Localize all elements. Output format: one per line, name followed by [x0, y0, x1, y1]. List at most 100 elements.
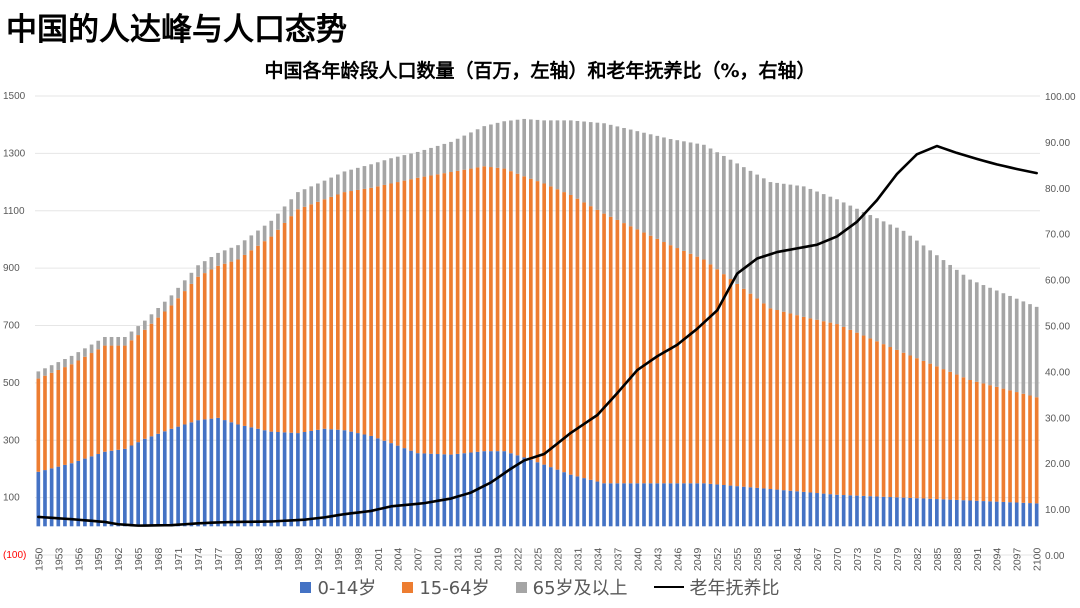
bar-segment	[628, 483, 633, 527]
bar-segment	[209, 269, 214, 419]
bar-segment	[961, 274, 966, 378]
bar-segment	[256, 230, 260, 246]
bar-segment	[595, 481, 600, 527]
bar-segment	[342, 430, 347, 527]
bar-segment	[462, 169, 467, 454]
bar-segment	[562, 192, 566, 473]
bar-segment	[542, 183, 546, 465]
bar-segment	[622, 483, 626, 527]
bar-segment	[109, 450, 114, 527]
bar-segment	[1028, 503, 1032, 527]
x-tick-label: 2028	[552, 547, 564, 571]
x-tick-label: 2004	[393, 547, 405, 571]
bar-segment	[103, 451, 107, 527]
bar-segment	[1028, 395, 1032, 504]
bar-segment	[109, 345, 114, 451]
bar-segment	[156, 308, 160, 318]
bar-segment	[848, 495, 853, 527]
bar-segment	[768, 182, 773, 309]
bar-segment	[136, 335, 140, 443]
bar-segment	[469, 132, 473, 169]
bar-segment	[575, 476, 580, 527]
bar-segment	[389, 158, 393, 184]
legend-swatch-line	[653, 586, 684, 588]
bar-segment	[741, 486, 746, 527]
bar-segment	[954, 269, 959, 375]
bar-segment	[915, 498, 919, 527]
bar-segment	[821, 194, 826, 322]
x-tick-label: 2022	[513, 547, 525, 571]
bar-segment	[655, 135, 660, 239]
bar-segment	[1001, 388, 1006, 502]
bar-segment	[156, 433, 160, 527]
bar-segment	[382, 184, 387, 441]
bar-segment	[229, 422, 234, 527]
bar-segment	[741, 167, 746, 289]
bar-segment	[236, 245, 240, 260]
bar-segment	[801, 491, 806, 527]
bar-segment	[296, 209, 300, 434]
bar-segment	[96, 340, 101, 350]
bar-segment	[648, 483, 653, 527]
bar-segment	[309, 430, 314, 527]
bar-segment	[994, 290, 999, 387]
bar-segment	[515, 119, 520, 174]
bar-segment	[1021, 301, 1026, 394]
bar-segment	[402, 180, 407, 449]
bar-segment	[608, 216, 613, 484]
bar-segment	[36, 471, 41, 527]
bar-segment	[329, 429, 334, 527]
bar-segment	[322, 180, 327, 200]
bar-segment	[974, 381, 979, 501]
bar-segment	[296, 192, 300, 210]
x-tick-label: 2091	[972, 547, 984, 571]
bar-segment	[954, 374, 959, 500]
bar-segment	[761, 178, 766, 304]
bar-segment	[881, 221, 886, 345]
bar-segment	[322, 199, 327, 429]
bar-segment	[722, 485, 726, 527]
bar-segment	[555, 469, 560, 527]
bar-segment	[49, 372, 54, 469]
bar-segment	[575, 120, 580, 199]
bar-segment	[728, 159, 733, 280]
bar-segment	[841, 326, 846, 496]
bar-segment	[562, 120, 566, 193]
bar-segment	[56, 369, 61, 467]
bar-segment	[309, 186, 314, 205]
bar-segment	[888, 347, 893, 498]
bar-segment	[395, 182, 400, 446]
bar-segment	[415, 151, 420, 178]
bar-segment	[695, 256, 700, 484]
bar-segment	[123, 448, 127, 527]
bar-segment	[788, 490, 793, 527]
bar-segment	[768, 489, 773, 527]
bar-segment	[489, 124, 493, 168]
bar-segment	[96, 454, 101, 527]
bar-segment	[302, 432, 307, 527]
bar-segment	[1014, 298, 1019, 393]
bar-segment	[342, 171, 347, 193]
bar-segment	[149, 314, 154, 324]
bar-segment	[908, 497, 913, 527]
bar-segment	[948, 499, 952, 527]
bar-segment	[395, 156, 400, 183]
bar-segment	[382, 160, 387, 185]
bar-segment	[89, 456, 94, 527]
y2-tick-label: 70.00	[1045, 230, 1070, 241]
bar-segment	[642, 132, 646, 233]
bar-segment	[562, 472, 566, 527]
bar-segment	[968, 279, 972, 381]
bar-segment	[276, 432, 280, 527]
bar-segment	[242, 254, 247, 426]
bar-segment	[362, 166, 367, 189]
bar-segment	[682, 141, 686, 251]
bar-segment	[715, 152, 720, 270]
bar-segment	[994, 501, 999, 527]
bar-segment	[615, 126, 620, 220]
bar-segment	[442, 454, 447, 527]
bar-segment	[336, 194, 340, 430]
bar-segment	[222, 263, 227, 421]
bar-segment	[502, 121, 507, 169]
bar-segment	[316, 183, 320, 202]
